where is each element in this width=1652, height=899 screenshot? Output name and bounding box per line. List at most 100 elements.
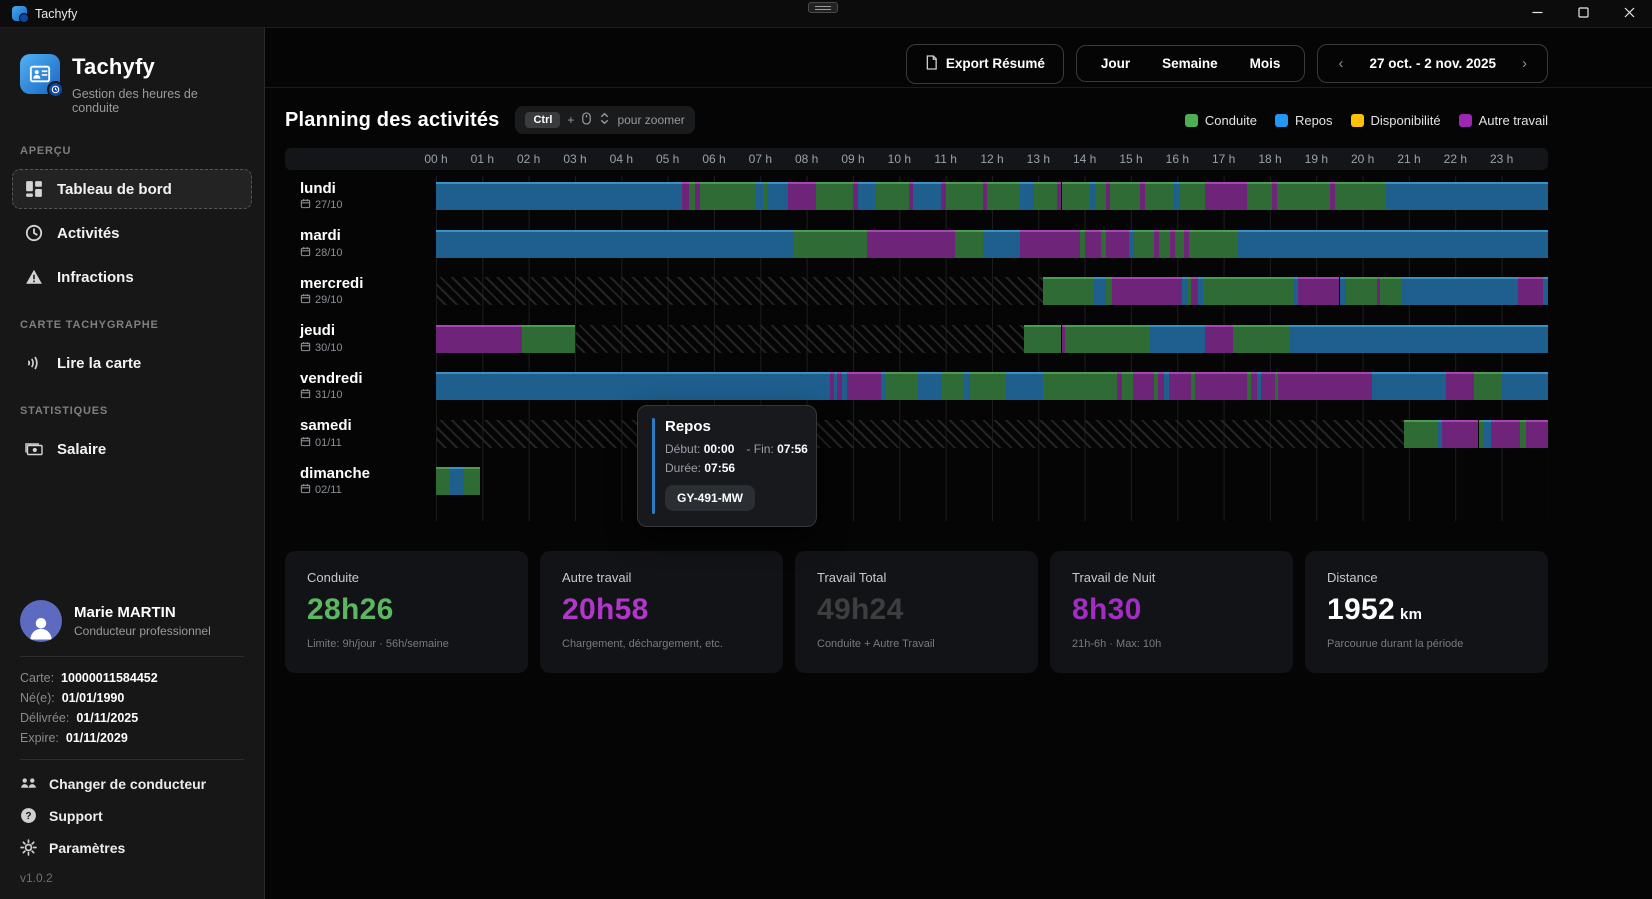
activity-segment[interactable] <box>1133 372 1154 400</box>
view-option-semaine[interactable]: Semaine <box>1146 56 1234 71</box>
activity-segment[interactable] <box>1238 230 1548 258</box>
activity-segment[interactable] <box>1150 325 1206 353</box>
footer-link-support[interactable]: ?Support <box>20 807 244 824</box>
activity-segment[interactable] <box>1043 372 1117 400</box>
activity-segment[interactable] <box>1065 325 1149 353</box>
activity-segment[interactable] <box>793 230 867 258</box>
activity-segment[interactable] <box>1278 372 1372 400</box>
activity-segment[interactable] <box>1372 372 1446 400</box>
footer-link-param-tres[interactable]: Paramètres <box>20 839 244 856</box>
activity-segment[interactable] <box>858 182 877 210</box>
activity-segment[interactable] <box>1205 325 1233 353</box>
activity-segment[interactable] <box>1484 420 1491 448</box>
activity-segment[interactable] <box>436 467 450 495</box>
activity-segment[interactable] <box>1518 277 1543 305</box>
activity-segment[interactable] <box>1110 182 1140 210</box>
activity-segment[interactable] <box>816 182 853 210</box>
activity-segment[interactable] <box>1380 277 1402 305</box>
activity-segment[interactable] <box>1034 182 1057 210</box>
activity-segment[interactable] <box>1180 182 1205 210</box>
activity-segment[interactable] <box>522 325 575 353</box>
activity-segment[interactable] <box>1159 230 1171 258</box>
activity-segment[interactable] <box>1085 230 1101 258</box>
activity-segment[interactable] <box>1006 372 1043 400</box>
activity-segment[interactable] <box>1502 372 1548 400</box>
activity-segment[interactable] <box>1526 420 1548 448</box>
activity-segment[interactable] <box>1404 420 1436 448</box>
activity-segment[interactable] <box>682 182 689 210</box>
activity-segment[interactable] <box>1112 277 1182 305</box>
activity-segment[interactable] <box>1340 277 1347 305</box>
activity-segment[interactable] <box>1247 182 1272 210</box>
activity-segment[interactable] <box>436 230 793 258</box>
activity-segment[interactable] <box>1158 372 1164 400</box>
activity-segment[interactable] <box>1191 277 1198 305</box>
activity-segment[interactable] <box>1298 277 1340 305</box>
activity-segment[interactable] <box>1020 230 1080 258</box>
activity-segment[interactable] <box>970 372 1006 400</box>
activity-segment[interactable] <box>1024 325 1061 353</box>
minimize-button[interactable] <box>1514 0 1560 27</box>
activity-segment[interactable] <box>788 182 816 210</box>
activity-segment[interactable] <box>436 182 682 210</box>
previous-period-button[interactable]: ‹ <box>1326 55 1355 72</box>
activity-segment[interactable] <box>1442 420 1478 448</box>
activity-segment[interactable] <box>1096 182 1105 210</box>
activity-segment[interactable] <box>941 372 964 400</box>
activity-segment[interactable] <box>987 182 1019 210</box>
activity-segment[interactable] <box>946 182 983 210</box>
footer-link-changer-de-conducteur[interactable]: Changer de conducteur <box>20 775 244 792</box>
activity-segment[interactable] <box>1203 277 1293 305</box>
activity-segment[interactable] <box>767 182 788 210</box>
activity-segment[interactable] <box>1402 277 1518 305</box>
activity-segment[interactable] <box>1175 230 1184 258</box>
view-option-mois[interactable]: Mois <box>1234 56 1297 71</box>
activity-segment[interactable] <box>756 182 763 210</box>
activity-segment[interactable] <box>1446 372 1474 400</box>
activity-segment[interactable] <box>1195 372 1247 400</box>
snap-layout-handle[interactable] <box>808 2 838 13</box>
activity-segment[interactable] <box>886 372 918 400</box>
next-period-button[interactable]: › <box>1510 55 1539 72</box>
activity-segment[interactable] <box>955 230 983 258</box>
activity-segment[interactable] <box>1289 325 1548 353</box>
activity-segment[interactable] <box>1491 420 1520 448</box>
activity-segment[interactable] <box>1173 182 1180 210</box>
activity-segment[interactable] <box>689 182 696 210</box>
activity-segment[interactable] <box>1133 230 1154 258</box>
activity-segment[interactable] <box>1169 372 1191 400</box>
activity-segment[interactable] <box>1189 230 1238 258</box>
activity-segment[interactable] <box>1020 182 1034 210</box>
close-button[interactable] <box>1606 0 1652 27</box>
sidebar-item-infractions[interactable]: Infractions <box>12 257 252 297</box>
activity-segment[interactable] <box>1106 277 1113 305</box>
activity-segment[interactable] <box>1335 182 1386 210</box>
activity-segment[interactable] <box>847 372 881 400</box>
maximize-button[interactable] <box>1560 0 1606 27</box>
activity-segment[interactable] <box>876 182 908 210</box>
view-option-jour[interactable]: Jour <box>1085 56 1146 71</box>
activity-segment[interactable] <box>1043 277 1094 305</box>
activity-segment[interactable] <box>1089 182 1096 210</box>
sidebar-item-lire-la-carte[interactable]: Lire la carte <box>12 343 252 383</box>
activity-segment[interactable] <box>1122 372 1134 400</box>
activity-segment[interactable] <box>1386 182 1548 210</box>
activity-segment[interactable] <box>867 230 955 258</box>
activity-segment[interactable] <box>1106 230 1129 258</box>
activity-segment[interactable] <box>436 372 830 400</box>
activity-segment[interactable] <box>983 230 1020 258</box>
activity-segment[interactable] <box>700 182 756 210</box>
activity-segment[interactable] <box>1094 277 1106 305</box>
activity-segment[interactable] <box>1261 372 1275 400</box>
activity-segment[interactable] <box>1062 182 1090 210</box>
activity-segment[interactable] <box>1145 182 1173 210</box>
activity-segment[interactable] <box>1233 325 1289 353</box>
export-summary-button[interactable]: Export Résumé <box>906 44 1064 84</box>
activity-segment[interactable] <box>913 182 941 210</box>
activity-segment[interactable] <box>1277 182 1330 210</box>
activity-segment[interactable] <box>450 467 464 495</box>
activity-segment[interactable] <box>1474 372 1502 400</box>
sidebar-item-activit-s[interactable]: Activités <box>12 213 252 253</box>
activity-segment[interactable] <box>1543 277 1548 305</box>
sidebar-item-tableau-de-bord[interactable]: Tableau de bord <box>12 169 252 209</box>
